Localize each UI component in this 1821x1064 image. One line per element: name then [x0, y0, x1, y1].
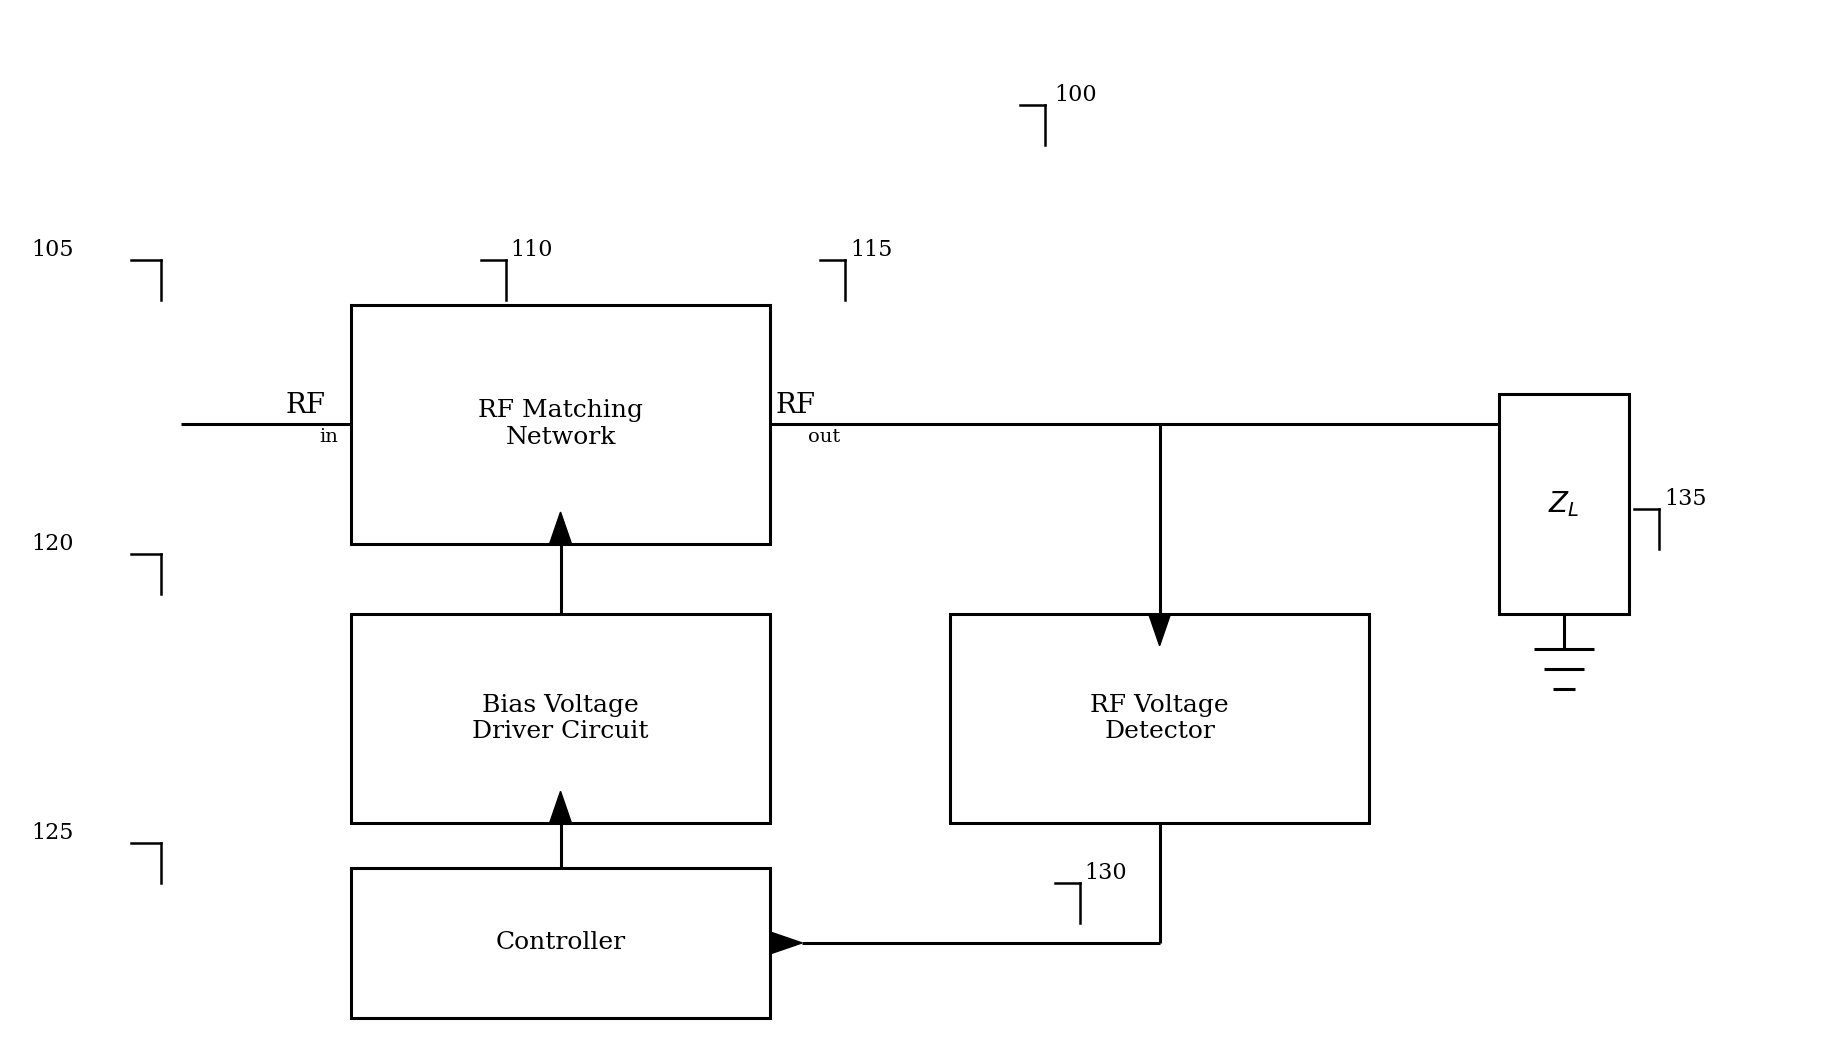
Text: RF: RF — [776, 393, 816, 419]
Text: out: out — [809, 428, 841, 446]
Text: RF Matching
Network: RF Matching Network — [479, 399, 643, 449]
Text: 105: 105 — [31, 238, 75, 261]
Bar — [951, 614, 1369, 824]
Text: 125: 125 — [31, 822, 73, 844]
Polygon shape — [770, 932, 803, 954]
Bar — [1499, 395, 1630, 614]
Text: RF: RF — [286, 393, 326, 419]
Bar — [351, 304, 770, 544]
Text: 110: 110 — [510, 238, 554, 261]
Polygon shape — [1149, 614, 1171, 646]
Text: $Z_L$: $Z_L$ — [1548, 489, 1579, 519]
Bar — [351, 868, 770, 1018]
Text: RF Voltage
Detector: RF Voltage Detector — [1091, 694, 1229, 744]
Polygon shape — [550, 792, 572, 824]
Text: in: in — [319, 428, 337, 446]
Text: 120: 120 — [31, 533, 75, 555]
Text: 130: 130 — [1085, 862, 1127, 884]
Bar — [351, 614, 770, 824]
Text: 115: 115 — [850, 238, 892, 261]
Polygon shape — [550, 512, 572, 544]
Text: Controller: Controller — [495, 931, 626, 954]
Text: Bias Voltage
Driver Circuit: Bias Voltage Driver Circuit — [472, 694, 648, 744]
Text: 135: 135 — [1664, 488, 1706, 510]
Text: 100: 100 — [1054, 84, 1098, 106]
